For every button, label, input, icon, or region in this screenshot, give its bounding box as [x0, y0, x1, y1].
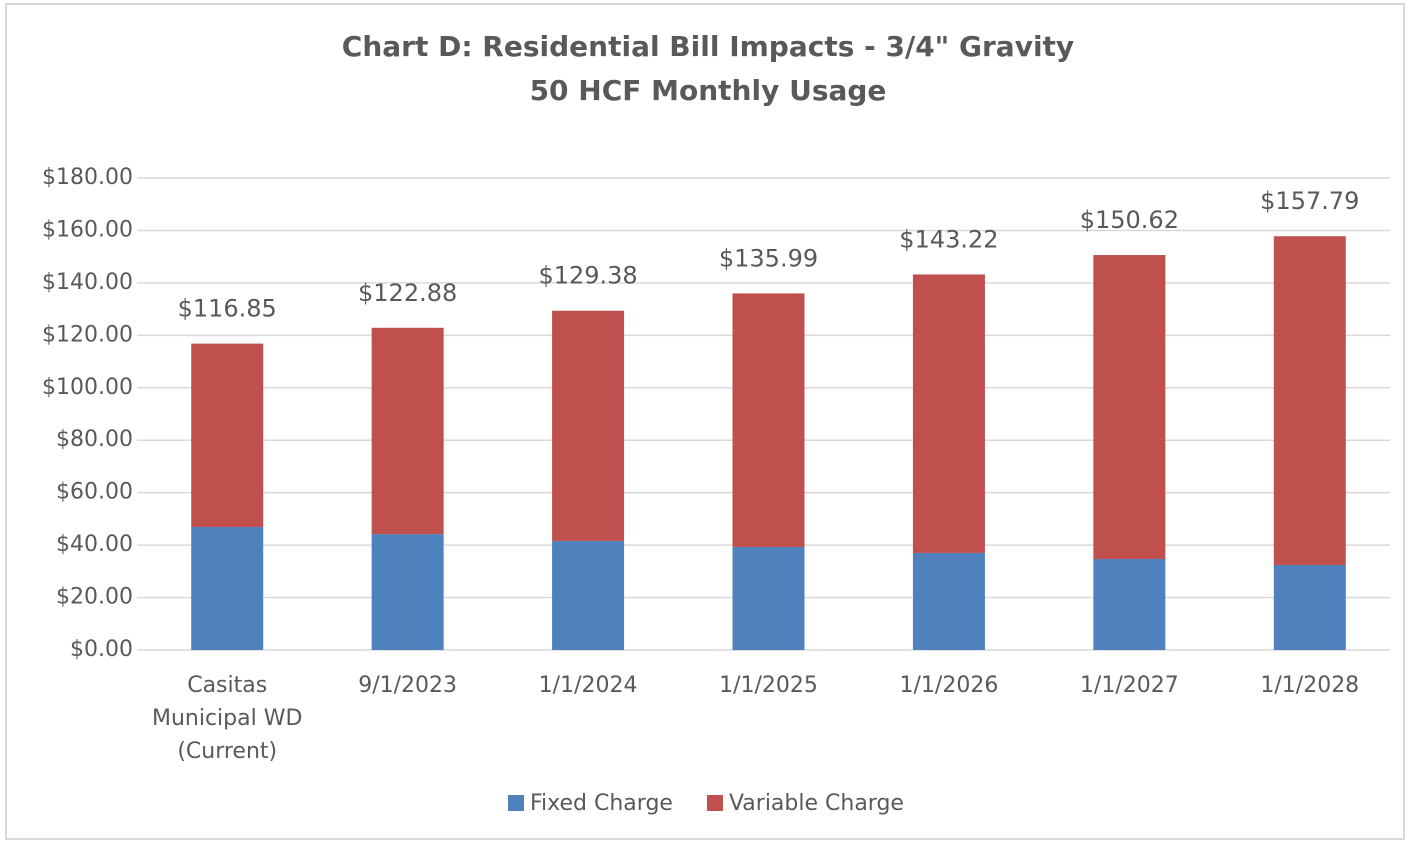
bar-segment [1273, 565, 1346, 650]
y-tick-label: $140.00 [42, 270, 133, 295]
total-label: $150.62 [1080, 206, 1179, 234]
x-tick-label: 1/1/2025 [719, 673, 818, 698]
y-tick-label: $180.00 [42, 165, 133, 190]
total-label: $143.22 [899, 225, 998, 253]
bar-segment [732, 293, 805, 547]
y-tick-label: $120.00 [42, 322, 133, 347]
bar-segment [191, 343, 264, 528]
legend-swatch [706, 795, 723, 811]
bar-segment [912, 274, 985, 553]
y-tick-label: $100.00 [42, 375, 133, 400]
y-tick-label: $60.00 [56, 480, 133, 505]
x-tick-label: 9/1/2023 [358, 673, 457, 698]
chart-title: Chart D: Residential Bill Impacts - 3/4"… [342, 30, 1074, 63]
bar-segment [371, 327, 444, 535]
x-tick-label: 1/1/2026 [900, 673, 999, 698]
x-tick-label: 1/1/2027 [1080, 673, 1179, 698]
bar-segment [191, 527, 264, 650]
bar-segment [732, 546, 805, 650]
bar-segment [1093, 255, 1166, 560]
x-tick-label: 1/1/2028 [1260, 673, 1359, 698]
bar-segment [912, 552, 985, 650]
bar-segment [1093, 559, 1166, 650]
y-tick-label: $0.00 [70, 637, 133, 662]
total-label: $129.38 [538, 262, 637, 290]
y-tick-label: $40.00 [56, 532, 133, 557]
y-tick-label: $80.00 [56, 427, 133, 452]
x-tick-label: 1/1/2024 [539, 673, 638, 698]
bar-segment [1273, 236, 1346, 566]
total-label: $116.85 [178, 295, 277, 323]
y-tick-label: $160.00 [42, 217, 133, 242]
chart-subtitle: 50 HCF Monthly Usage [530, 74, 887, 107]
legend-label: Variable Charge [729, 791, 904, 816]
bar-segment [552, 310, 625, 541]
legend-swatch [508, 795, 524, 811]
y-tick-label: $20.00 [56, 585, 133, 610]
bar-segment [552, 540, 625, 650]
x-tick-label: Casitas Municipal WD (Current) [152, 673, 302, 764]
legend-label: Fixed Charge [530, 791, 673, 816]
total-label: $135.99 [719, 244, 818, 272]
total-label: $157.79 [1260, 187, 1359, 215]
total-label: $122.88 [358, 279, 457, 307]
bar-segment [371, 534, 444, 650]
